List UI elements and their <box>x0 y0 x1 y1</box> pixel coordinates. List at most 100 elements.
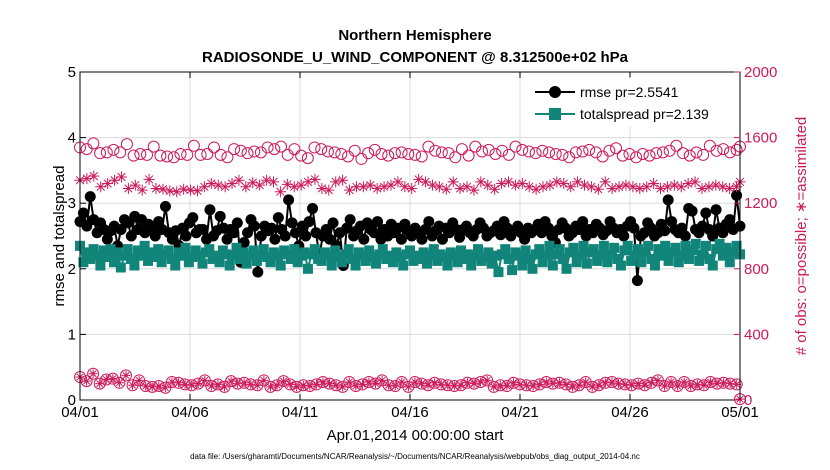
possible-point <box>375 148 388 160</box>
totalspread-point <box>592 255 603 266</box>
rmse-point <box>303 216 315 228</box>
possible-low-point <box>403 382 413 392</box>
totalspread-point <box>343 244 354 255</box>
assimilated-point <box>537 181 549 193</box>
totalspread-point <box>700 240 711 251</box>
possible-low-point <box>356 378 369 391</box>
possible-low-point <box>686 381 696 391</box>
possible-point <box>690 146 703 159</box>
assimilated-point <box>302 176 314 188</box>
possible-low-point <box>193 379 203 389</box>
totalspread-point <box>340 249 351 260</box>
assimilated-point <box>268 176 280 188</box>
assimilated-point <box>288 181 300 193</box>
totalspread-point <box>394 251 405 262</box>
totalspread-point <box>622 240 633 251</box>
assimilated-point <box>247 177 259 189</box>
totalspread-point <box>330 245 341 256</box>
rmse-point <box>204 204 216 216</box>
possible-point <box>409 148 422 161</box>
rmse-point <box>125 230 137 242</box>
rmse-point <box>231 217 243 229</box>
totalspread-point <box>398 260 409 271</box>
rmse-point <box>372 216 384 228</box>
possible-point <box>388 147 401 160</box>
assimilated-point <box>371 182 383 194</box>
possible-low-point <box>384 380 394 390</box>
possible-point <box>670 139 683 152</box>
totalspread-point <box>677 250 688 261</box>
assimilated-point <box>109 174 121 186</box>
assimilated-point <box>295 179 307 191</box>
totalspread-point <box>707 260 718 271</box>
rmse-point <box>577 216 589 228</box>
possible-point <box>174 148 187 160</box>
totalspread-point <box>405 245 415 256</box>
x-tick-label: 04/21 <box>501 404 539 421</box>
y-right-tick-label: 2000 <box>744 64 777 81</box>
rmse-point <box>495 229 507 241</box>
rmse-point <box>252 266 264 278</box>
totalspread-point <box>605 249 616 260</box>
totalspread-point <box>224 260 235 271</box>
possible-point <box>241 147 254 160</box>
rmse-point <box>307 202 319 214</box>
totalspread-point <box>575 250 586 261</box>
possible-point <box>415 150 428 163</box>
assimilated-point <box>433 181 445 193</box>
possible-point <box>549 148 562 160</box>
totalspread-point <box>568 242 579 253</box>
totalspread-point <box>95 260 106 271</box>
possible-point <box>362 147 375 160</box>
totalspread-point <box>561 263 572 274</box>
totalspread-point <box>473 244 484 255</box>
totalspread-point <box>721 242 732 253</box>
possible-point <box>449 151 462 164</box>
series-layer <box>74 137 746 406</box>
totalspread-point <box>306 249 317 260</box>
assimilated-point <box>205 178 217 190</box>
totalspread-point <box>136 250 147 261</box>
assimilated-point <box>641 181 653 193</box>
rmse-point <box>266 222 278 234</box>
possible-low-point <box>265 382 275 392</box>
possible-point <box>321 145 334 158</box>
assimilated-point <box>572 176 584 188</box>
footer-data-file: data file: /Users/gharamti/Documents/NCA… <box>190 452 640 461</box>
rmse-point <box>115 223 127 235</box>
x-tick-label: 04/16 <box>391 404 429 421</box>
possible-low-point <box>119 369 132 382</box>
assimilated-point <box>509 179 521 191</box>
possible-low-point <box>607 377 617 387</box>
possible-point <box>656 146 669 159</box>
totalspread-point <box>190 245 201 256</box>
assimilated-point <box>703 181 715 193</box>
assimilated-point <box>468 184 480 196</box>
totalspread-point <box>129 260 140 271</box>
possible-low-point <box>80 375 93 388</box>
totalspread-point <box>245 250 256 261</box>
rmse-point <box>324 233 336 245</box>
totalspread-point <box>177 250 188 261</box>
possible-low-point <box>259 375 269 385</box>
rmse-point <box>289 227 301 239</box>
possible-point <box>395 146 408 159</box>
possible-low-point <box>128 380 138 390</box>
assimilated-point <box>323 184 335 196</box>
totalspread-point <box>122 244 133 255</box>
totalspread-point <box>258 244 269 255</box>
assimilated-point <box>668 179 680 191</box>
possible-low-point <box>638 379 651 392</box>
assimilated-point <box>516 178 528 190</box>
possible-low-point <box>272 380 282 390</box>
possible-point <box>368 143 381 156</box>
possible-low-point <box>121 370 131 380</box>
totalspread-point <box>234 253 245 264</box>
totalspread-point <box>649 260 660 271</box>
rmse-point <box>717 227 729 239</box>
possible-low-point <box>416 379 426 389</box>
totalspread-point <box>683 253 694 264</box>
possible-low-point <box>645 376 658 389</box>
totalspread-point <box>248 245 259 256</box>
